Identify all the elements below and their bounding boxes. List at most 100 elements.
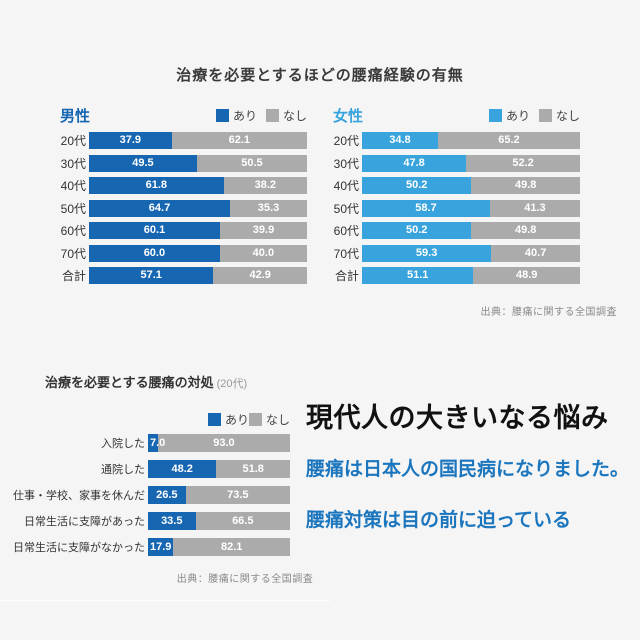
bar-segment-no: 52.2 xyxy=(466,154,580,172)
female-chart-panel: 女性 あり なし 20代 34.8 65.2 30代 47.8 52.2 40代 50.2 49… xyxy=(333,106,580,290)
bar-value-label: 35.3 xyxy=(257,201,280,214)
stacked-bar: 47.8 52.2 xyxy=(362,154,580,172)
bar-value-label: 66.5 xyxy=(232,514,254,527)
legend-no-swatch-icon xyxy=(265,108,279,122)
male-legend: あり なし xyxy=(215,107,307,124)
bar-segment-no: 48.9 xyxy=(473,267,580,284)
legend-yes-label: あり xyxy=(505,108,530,123)
bar-value-label: 57.1 xyxy=(140,269,162,281)
bar-value-label: 51.8 xyxy=(242,462,264,475)
bar-value-label: 51.1 xyxy=(406,269,429,281)
category-label: 60代 xyxy=(60,224,86,238)
bar-segment-yes: 58.7 xyxy=(362,199,490,217)
bar-row: 20代 34.8 65.2 xyxy=(333,132,580,149)
stacked-bar: 17.9 82.1 xyxy=(148,538,290,556)
male-chart-header: 男性 あり なし xyxy=(60,106,307,125)
bar-segment-no: 49.8 xyxy=(471,222,580,239)
bar-segment-no: 66.5 xyxy=(195,512,290,530)
category-label: 50代 xyxy=(60,201,86,216)
bar-row: 通院した 48.2 51.8 xyxy=(8,460,290,478)
category-label: 合計 xyxy=(334,269,359,283)
stacked-bar: 34.8 65.2 xyxy=(362,132,580,149)
bar-segment-no: 40.7 xyxy=(491,244,580,262)
bar-row: 70代 59.3 40.7 xyxy=(333,244,580,262)
bar-segment-no: 39.9 xyxy=(220,222,307,239)
male-group-label: 男性 xyxy=(60,107,91,125)
category-label: 仕事・学校、家事を休んだ xyxy=(13,490,145,502)
female-bar-rows: 20代 34.8 65.2 30代 47.8 52.2 40代 50.2 49.8 50代 58.7… xyxy=(333,132,580,284)
bottom-source-note: 出典：腰痛に関する全国調査 xyxy=(176,574,314,585)
stacked-bar: 48.2 51.8 xyxy=(148,460,290,478)
bar-segment-no: 51.8 xyxy=(216,460,290,478)
bar-row: 50代 58.7 41.3 xyxy=(333,199,580,217)
bar-value-label: 26.5 xyxy=(156,488,178,501)
bar-value-label: 7.0 xyxy=(150,436,166,449)
message-line-1: 腰痛は日本人の国民病になりました。 xyxy=(306,459,630,481)
message-line-2: 腰痛対策は目の前に迫っている xyxy=(306,510,572,532)
bar-value-label: 60.1 xyxy=(143,224,166,236)
category-label: 入院した xyxy=(101,438,145,450)
stacked-bar: 58.7 41.3 xyxy=(362,199,580,217)
bar-segment-yes: 60.1 xyxy=(89,222,221,239)
divider-line xyxy=(0,600,330,601)
stacked-bar: 26.5 73.5 xyxy=(148,486,290,504)
coping-bar-rows: 入院した 7.0 93.0 通院した 48.2 51.8 仕事・学校、家事を休んだ 26.5 7… xyxy=(8,434,290,564)
bar-segment-yes: 50.2 xyxy=(362,222,472,239)
bar-value-label: 39.9 xyxy=(252,224,275,236)
bar-row: 仕事・学校、家事を休んだ 26.5 73.5 xyxy=(8,486,290,504)
bar-segment-yes: 57.1 xyxy=(89,267,214,284)
bar-value-label: 50.2 xyxy=(406,179,428,191)
bar-value-label: 49.8 xyxy=(514,224,537,236)
category-label: 通院した xyxy=(101,464,145,476)
legend-yes-swatch-icon xyxy=(207,413,221,426)
bar-segment-no: 41.3 xyxy=(489,199,580,217)
legend-no-label: なし xyxy=(555,108,580,123)
category-label: 40代 xyxy=(60,179,86,193)
legend-no-label: なし xyxy=(265,413,290,427)
stacked-bar: 61.8 38.2 xyxy=(89,177,307,194)
bar-row: 合計 51.1 48.9 xyxy=(333,267,580,284)
stacked-bar: 60.0 40.0 xyxy=(89,244,307,262)
stacked-bar: 51.1 48.9 xyxy=(362,267,580,284)
bar-value-label: 52.2 xyxy=(512,156,534,169)
bar-row: 30代 49.5 50.5 xyxy=(60,154,307,172)
category-label: 50代 xyxy=(333,201,359,216)
category-label: 60代 xyxy=(333,224,359,238)
bar-segment-yes: 59.3 xyxy=(362,244,492,262)
bar-segment-no: 65.2 xyxy=(437,132,580,149)
category-label: 30代 xyxy=(60,156,86,171)
bottom-chart-title-text: 治療を必要とする腰痛の対処 xyxy=(45,375,214,390)
bar-value-label: 48.2 xyxy=(171,462,193,475)
category-label: 70代 xyxy=(60,246,86,261)
stacked-bar: 50.2 49.8 xyxy=(362,222,580,239)
top-source-note: 出典：腰痛に関する全国調査 xyxy=(480,307,617,318)
bar-row: 40代 61.8 38.2 xyxy=(60,177,307,194)
stacked-bar: 57.1 42.9 xyxy=(89,267,307,284)
bar-value-label: 34.8 xyxy=(389,134,411,146)
bar-segment-no: 38.2 xyxy=(223,177,307,194)
bar-segment-no: 73.5 xyxy=(185,486,290,504)
bar-value-label: 41.3 xyxy=(524,201,546,214)
bar-value-label: 42.9 xyxy=(249,269,271,281)
stacked-bar: 64.7 35.3 xyxy=(89,199,307,217)
bottom-legend: あり なし xyxy=(148,411,290,428)
bar-value-label: 17.9 xyxy=(150,540,172,553)
bar-row: 70代 60.0 40.0 xyxy=(60,244,307,262)
bar-value-label: 82.1 xyxy=(220,540,243,553)
bottom-chart-title-suffix: (20代) xyxy=(216,378,248,390)
bar-segment-yes: 47.8 xyxy=(362,154,467,172)
message-headline: 現代人の大きいなる悩み xyxy=(306,403,609,433)
bar-row: 20代 37.9 62.1 xyxy=(60,132,307,149)
bar-segment-yes: 64.7 xyxy=(89,199,231,217)
bar-segment-no: 82.1 xyxy=(173,538,290,556)
bar-segment-yes: 33.5 xyxy=(148,512,196,530)
message-block: 現代人の大きいなる悩み 腰痛は日本人の国民病になりました。 腰痛対策は目の前に迫… xyxy=(306,402,638,533)
bar-row: 60代 50.2 49.8 xyxy=(333,222,580,239)
bar-value-label: 37.9 xyxy=(119,134,142,146)
bar-value-label: 73.5 xyxy=(227,488,249,501)
bar-value-label: 40.7 xyxy=(524,246,547,259)
gender-charts-row: 男性 あり なし 20代 37.9 62.1 30代 49.5 50.5 40代 61.8 38… xyxy=(60,106,580,290)
bar-row: 日常生活に支障がなかった 17.9 82.1 xyxy=(8,538,290,556)
category-label: 70代 xyxy=(333,246,359,261)
category-label: 40代 xyxy=(333,179,359,193)
